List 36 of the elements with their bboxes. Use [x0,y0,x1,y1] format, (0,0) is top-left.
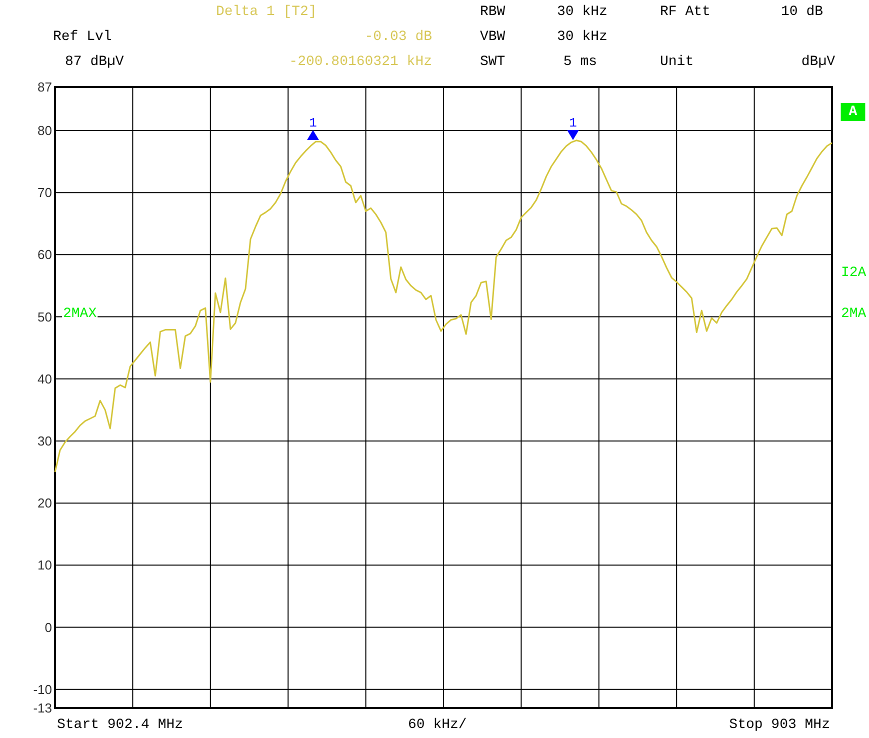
text: RBW [480,4,506,20]
y-tick-label: 50 [38,309,52,324]
y-tick-label: 87 [38,80,52,94]
text: Unit [660,54,694,70]
y-tick-label: 70 [38,185,52,200]
text: 2MA [841,306,867,322]
y-tick-label: 30 [38,433,52,448]
text: 30 kHz [557,4,608,20]
y-tick-label: -13 [33,700,52,716]
text: Start 902.4 MHz [57,717,184,733]
text: 10 dB [780,4,823,20]
text: 30 kHz [557,29,608,45]
y-tick-label: 10 [38,558,52,573]
text: -0.03 dB [364,29,432,45]
y-tick-label: 60 [38,247,52,262]
text: 60 kHz/ [408,717,467,733]
text: I2A [841,265,867,281]
text: 87 dBµV [65,54,124,70]
annotation: 2MAX [63,306,98,322]
annotation: 1 [569,116,578,130]
text: dBµV [801,54,836,70]
text: VBW [480,29,506,45]
annotation: 1 [309,116,318,130]
y-tick-label: 80 [38,122,52,138]
text: RF Att [660,4,710,20]
y-tick-label: -10 [33,682,52,697]
text: Stop 903 MHz [729,717,830,733]
y-tick-label: 40 [38,371,52,386]
y-tick-label: 20 [38,496,52,511]
text: Delta 1 [T2] [216,4,317,20]
text: SWT [480,54,506,70]
text: Ref Lvl [53,29,112,45]
text: -200.80160321 kHz [289,54,432,70]
text: A [848,104,858,120]
text: 5 ms [563,54,597,70]
y-tick-label: 0 [44,620,52,635]
